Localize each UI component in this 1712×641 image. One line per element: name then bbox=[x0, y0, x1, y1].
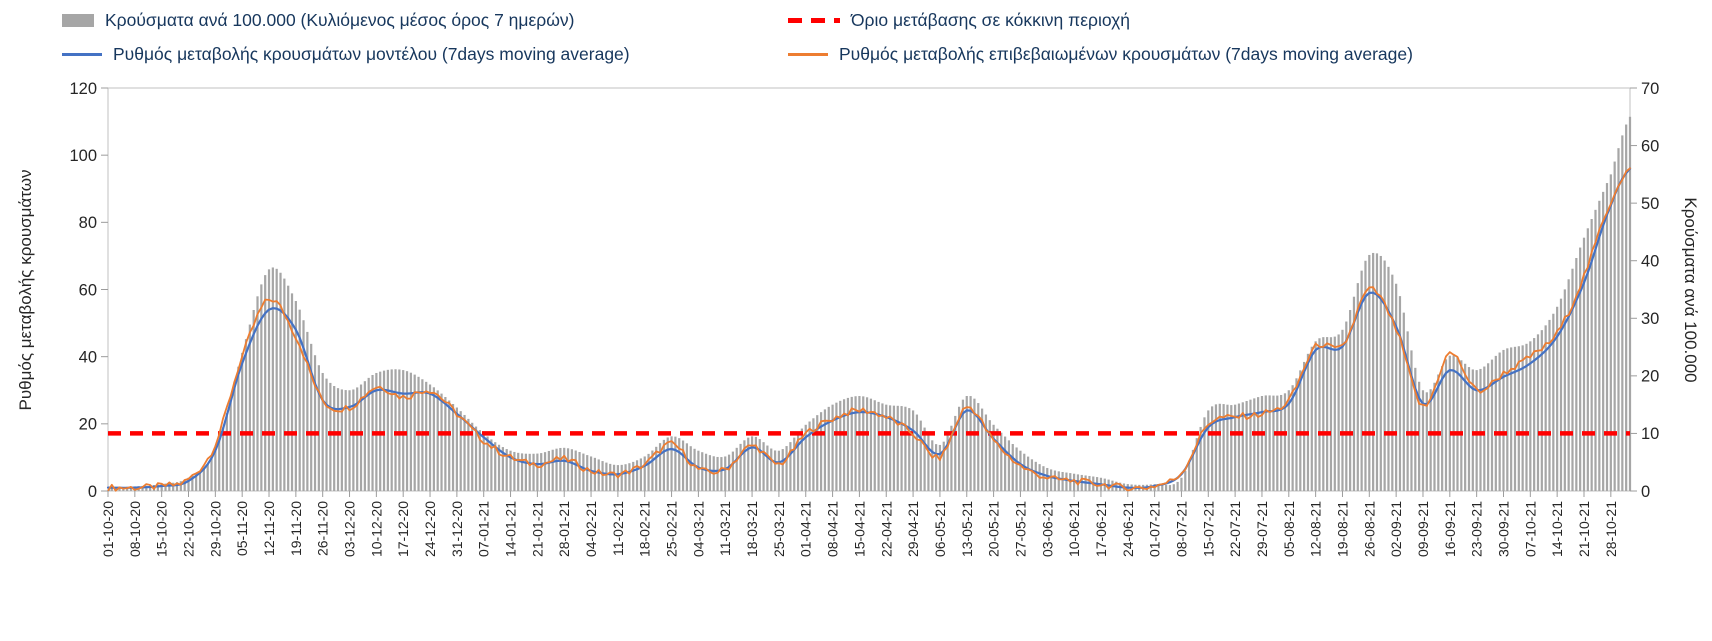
x-axis-tick-label: 28-10-21 bbox=[1603, 501, 1619, 557]
x-axis-tick-label: 11-03-21 bbox=[717, 501, 733, 556]
legend-item-confirmed-line: Ρυθμός μεταβολής επιβεβαιωμένων κρουσμάτ… bbox=[788, 44, 1413, 65]
legend-label-confirmed-line: Ρυθμός μεταβολής επιβεβαιωμένων κρουσμάτ… bbox=[839, 44, 1413, 64]
x-axis-tick-label: 24-12-20 bbox=[422, 501, 438, 557]
x-axis-tick-label: 24-06-21 bbox=[1120, 501, 1136, 557]
x-axis-tick-label: 21-10-21 bbox=[1576, 501, 1592, 557]
x-axis-tick-label: 02-09-21 bbox=[1388, 501, 1404, 557]
right-axis-tick-label: 30 bbox=[1641, 310, 1659, 328]
x-axis-tick-label: 05-11-20 bbox=[234, 501, 250, 556]
x-axis-tick-label: 05-08-21 bbox=[1281, 501, 1297, 557]
legend-label-threshold: Όριο μετάβασης σε κόκκινη περιοχή bbox=[851, 10, 1131, 30]
right-axis-tick-label: 50 bbox=[1641, 195, 1659, 213]
left-axis-tick-label: 80 bbox=[79, 214, 97, 232]
legend-item-threshold: Όριο μετάβασης σε κόκκινη περιοχή bbox=[788, 10, 1130, 31]
x-axis-tick-label: 26-08-21 bbox=[1361, 501, 1377, 557]
legend-item-cases-bars: Κρούσματα ανά 100.000 (Κυλιόμενος μέσος … bbox=[62, 10, 574, 31]
x-axis-tick-label: 15-10-20 bbox=[154, 501, 170, 557]
x-axis-tick-label: 22-07-21 bbox=[1227, 501, 1243, 557]
x-axis-tick-label: 25-02-21 bbox=[664, 501, 680, 557]
x-axis-tick-label: 22-04-21 bbox=[878, 501, 894, 557]
x-axis-ticks: 01-10-20 08-10-20 15-10-20 22-10-20 29-10-20… bbox=[100, 491, 1619, 557]
x-axis-tick-label: 26-11-20 bbox=[315, 501, 331, 556]
left-axis-tick-label: 120 bbox=[69, 80, 97, 98]
cases-bars-series bbox=[108, 116, 1632, 492]
right-axis-ticks: 0 10 20 30 40 50 60 70 bbox=[1630, 80, 1659, 501]
x-axis-tick-label: 18-02-21 bbox=[637, 501, 653, 557]
x-axis-tick-label: 17-12-20 bbox=[395, 501, 411, 557]
x-axis-tick-label: 04-03-21 bbox=[690, 501, 706, 557]
x-axis-tick-label: 09-09-21 bbox=[1415, 501, 1431, 557]
x-axis-tick-label: 08-07-21 bbox=[1173, 501, 1189, 557]
x-axis-tick-label: 29-07-21 bbox=[1254, 501, 1270, 557]
confirmed-line-swatch-icon bbox=[788, 53, 828, 56]
confirmed-line bbox=[107, 167, 1631, 492]
x-axis-tick-label: 16-09-21 bbox=[1442, 501, 1458, 557]
left-axis-tick-label: 20 bbox=[79, 416, 97, 434]
x-axis-tick-label: 21-01-21 bbox=[529, 501, 545, 557]
left-axis-tick-label: 40 bbox=[79, 348, 97, 366]
left-axis-tick-label: 60 bbox=[79, 281, 97, 299]
legend-item-model-line: Ρυθμός μεταβολής κρουσμάτων μοντέλου (7d… bbox=[62, 44, 630, 65]
x-axis-tick-label: 22-10-20 bbox=[181, 501, 197, 557]
plot-border bbox=[107, 87, 1631, 492]
x-axis-tick-label: 07-10-21 bbox=[1522, 501, 1538, 557]
x-axis-tick-label: 30-09-21 bbox=[1495, 501, 1511, 557]
x-axis-tick-label: 23-09-21 bbox=[1469, 501, 1485, 557]
right-axis-tick-label: 10 bbox=[1641, 425, 1659, 443]
right-axis-tick-label: 20 bbox=[1641, 368, 1659, 386]
right-axis-tick-label: 60 bbox=[1641, 137, 1659, 155]
x-axis-tick-label: 28-01-21 bbox=[556, 501, 572, 557]
model-line-swatch-icon bbox=[62, 53, 102, 56]
x-axis-tick-label: 14-01-21 bbox=[503, 501, 519, 557]
x-axis-tick-label: 19-08-21 bbox=[1334, 501, 1350, 557]
left-axis-ticks: 0 20 40 60 80 100 120 bbox=[69, 80, 108, 501]
x-axis-tick-label: 27-05-21 bbox=[1012, 501, 1028, 557]
x-axis-tick-label: 17-06-21 bbox=[1093, 501, 1109, 557]
x-axis-tick-label: 10-12-20 bbox=[368, 501, 384, 557]
x-axis-tick-label: 12-11-20 bbox=[261, 501, 277, 556]
x-axis-tick-label: 31-12-20 bbox=[449, 501, 465, 557]
legend-label-model-line: Ρυθμός μεταβολής κρουσμάτων μοντέλου (7d… bbox=[113, 44, 630, 64]
bar-series-swatch-icon bbox=[62, 14, 94, 27]
right-axis-tick-label: 0 bbox=[1641, 483, 1650, 501]
x-axis-tick-label: 18-03-21 bbox=[744, 501, 760, 557]
x-axis-tick-label: 08-10-20 bbox=[127, 501, 143, 557]
x-axis-tick-label: 13-05-21 bbox=[959, 501, 975, 557]
x-axis-tick-label: 04-02-21 bbox=[583, 501, 599, 557]
x-axis-tick-label: 29-10-20 bbox=[207, 501, 223, 557]
x-axis-tick-label: 08-04-21 bbox=[825, 501, 841, 557]
x-axis-tick-label: 25-03-21 bbox=[771, 501, 787, 557]
left-axis-tick-label: 100 bbox=[69, 147, 97, 165]
x-axis-tick-label: 29-04-21 bbox=[905, 501, 921, 557]
x-axis-tick-label: 12-08-21 bbox=[1308, 501, 1324, 557]
x-axis-tick-label: 01-07-21 bbox=[1147, 501, 1163, 557]
legend-label-cases-bars: Κρούσματα ανά 100.000 (Κυλιόμενος μέσος … bbox=[105, 10, 575, 30]
x-axis-tick-label: 19-11-20 bbox=[288, 501, 304, 556]
x-axis-tick-label: 01-04-21 bbox=[798, 501, 814, 557]
model-line bbox=[106, 167, 1632, 489]
threshold-dash-swatch-icon bbox=[788, 18, 840, 23]
x-axis-tick-label: 03-12-20 bbox=[342, 501, 358, 557]
x-axis-tick-label: 01-10-20 bbox=[100, 501, 116, 557]
x-axis-tick-label: 15-04-21 bbox=[851, 501, 867, 557]
x-axis-tick-label: 11-02-21 bbox=[610, 501, 626, 556]
x-axis-tick-label: 20-05-21 bbox=[986, 501, 1002, 557]
right-axis-tick-label: 40 bbox=[1641, 252, 1659, 270]
x-axis-tick-label: 07-01-21 bbox=[476, 501, 492, 557]
x-axis-tick-label: 15-07-21 bbox=[1200, 501, 1216, 557]
x-axis-tick-label: 03-06-21 bbox=[1039, 501, 1055, 557]
x-axis-tick-label: 10-06-21 bbox=[1066, 501, 1082, 557]
x-axis-tick-label: 06-05-21 bbox=[932, 501, 948, 557]
x-axis-tick-label: 14-10-21 bbox=[1549, 501, 1565, 557]
right-axis-tick-label: 70 bbox=[1641, 80, 1659, 98]
left-axis-tick-label: 0 bbox=[88, 483, 97, 501]
